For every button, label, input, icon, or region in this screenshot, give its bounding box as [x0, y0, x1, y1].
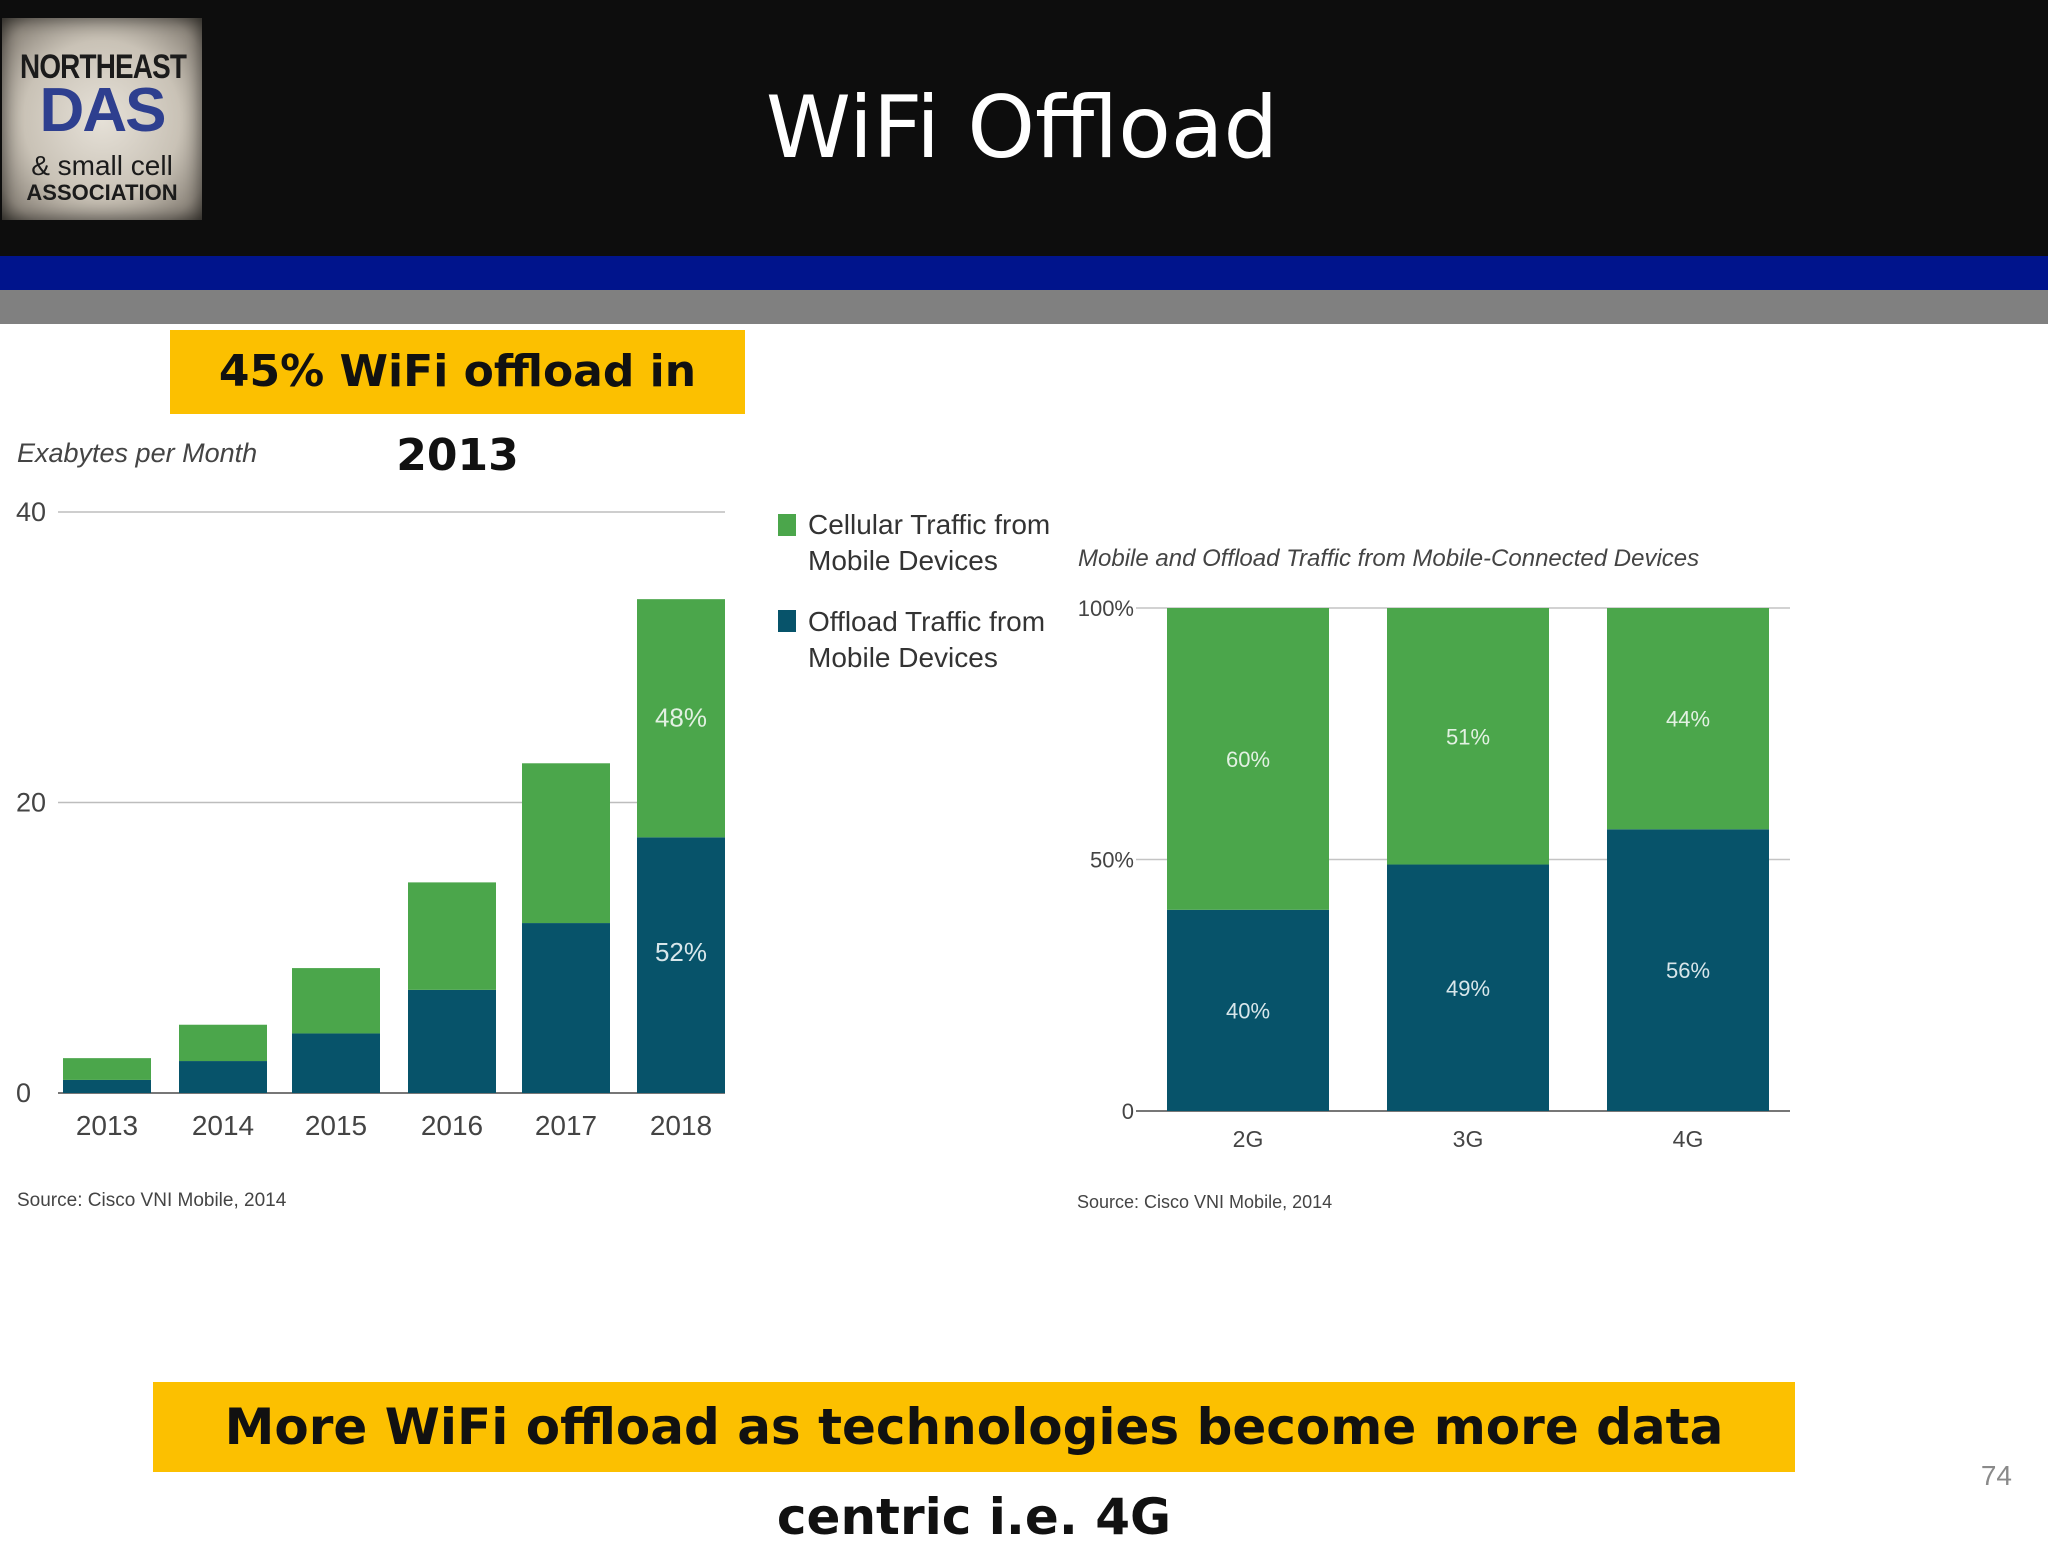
left-y-tick: 40	[16, 497, 46, 527]
callout-bottom: More WiFi offload as technologies become…	[153, 1382, 1795, 1546]
left-bar-offload	[408, 989, 496, 1093]
gray-band	[0, 290, 2048, 324]
left-bar-cellular	[292, 968, 380, 1034]
logo-line-1: NORTHEAST	[20, 48, 187, 86]
right-y-tick: 50%	[1090, 848, 1134, 873]
right-x-tick: 3G	[1453, 1126, 1484, 1152]
left-y-tick: 0	[16, 1078, 31, 1108]
right-tick-labels: 0 50% 100% 2G 3G 4G	[1078, 596, 1704, 1152]
slide-title-container: WiFi Offload	[0, 78, 2048, 178]
right-y-tick: 100%	[1078, 596, 1134, 621]
legend-cellular-line1: Cellular Traffic from	[808, 509, 1050, 540]
left-bar-cellular	[408, 882, 496, 990]
right-data-label-cellular: 51%	[1446, 724, 1490, 749]
legend-offload-line1: Offload Traffic from	[808, 606, 1045, 637]
legend-offload-line2: Mobile Devices	[808, 642, 998, 673]
left-bar-offload	[522, 923, 610, 1093]
left-bar-offload	[292, 1033, 380, 1093]
association-logo: NORTHEAST DAS & small cell ASSOCIATION	[2, 18, 202, 220]
left-x-tick: 2014	[192, 1110, 254, 1141]
chart-right: Mobile and Offload Traffic from Mobile-C…	[1077, 545, 1790, 1212]
left-x-tick: 2018	[650, 1110, 712, 1141]
left-bar-cellular	[63, 1058, 151, 1080]
left-y-axis-label: Exabytes per Month	[17, 438, 257, 468]
slide-title: WiFi Offload	[765, 78, 1279, 178]
logo-line-2: DAS	[39, 76, 167, 145]
right-x-tick: 4G	[1673, 1126, 1704, 1152]
right-data-label-cellular: 60%	[1226, 747, 1270, 772]
left-data-label-cellular: 48%	[655, 702, 707, 732]
logo-line-4: ASSOCIATION	[26, 180, 178, 205]
callout-top: 45% WiFi offload in 2013	[170, 330, 745, 481]
right-bar-cellular	[1167, 608, 1329, 910]
left-bars: 52% 48%	[63, 599, 725, 1093]
right-data-label-offload: 56%	[1666, 958, 1710, 983]
left-bar-offload	[637, 837, 725, 1093]
right-source: Source: Cisco VNI Mobile, 2014	[1077, 1192, 1332, 1212]
left-bar-offload	[63, 1079, 151, 1093]
right-y-tick: 0	[1122, 1099, 1134, 1124]
left-y-tick: 20	[16, 788, 46, 818]
slide-header	[0, 0, 2048, 256]
left-x-tick: 2013	[76, 1110, 138, 1141]
right-data-label-offload: 40%	[1226, 998, 1270, 1023]
right-chart-title: Mobile and Offload Traffic from Mobile-C…	[1078, 545, 1699, 572]
left-gridlines	[58, 511, 725, 1094]
right-bar-cellular	[1387, 608, 1549, 865]
left-bar-offload	[179, 1061, 267, 1093]
legend-swatch-cellular	[778, 514, 796, 536]
legend: Cellular Traffic from Mobile Devices Off…	[778, 509, 1050, 673]
left-bar-cellular	[637, 599, 725, 838]
left-x-tick: 2015	[305, 1110, 367, 1141]
legend-swatch-offload	[778, 610, 796, 632]
logo-line-3: & small cell	[31, 150, 173, 181]
right-bar-offload	[1167, 909, 1329, 1111]
charts-canvas: Exabytes per Month 52% 48% 0 20 40 2013 2014 2…	[16, 438, 1790, 1212]
right-data-label-cellular: 44%	[1666, 707, 1710, 732]
chart-left: Exabytes per Month 52% 48% 0 20 40 2013 2014 2…	[16, 438, 725, 1211]
right-bar-cellular	[1607, 608, 1769, 830]
right-x-tick: 2G	[1233, 1126, 1264, 1152]
legend-cellular-line2: Mobile Devices	[808, 545, 998, 576]
left-data-label-offload: 52%	[655, 937, 707, 967]
right-bars: 40% 60% 49% 51% 56% 44%	[1167, 608, 1769, 1111]
blue-band	[0, 256, 2048, 290]
right-bar-offload	[1387, 864, 1549, 1111]
page-number: 74	[1980, 1460, 2012, 1491]
left-source: Source: Cisco VNI Mobile, 2014	[17, 1190, 287, 1211]
left-bar-cellular	[522, 763, 610, 924]
right-data-label-offload: 49%	[1446, 976, 1490, 1001]
left-x-tick: 2016	[421, 1110, 483, 1141]
left-tick-labels: 0 20 40 2013 2014 2015 2016 2017 2018	[16, 497, 712, 1141]
left-x-tick: 2017	[535, 1110, 597, 1141]
left-bar-cellular	[179, 1024, 267, 1062]
right-bar-offload	[1607, 829, 1769, 1111]
